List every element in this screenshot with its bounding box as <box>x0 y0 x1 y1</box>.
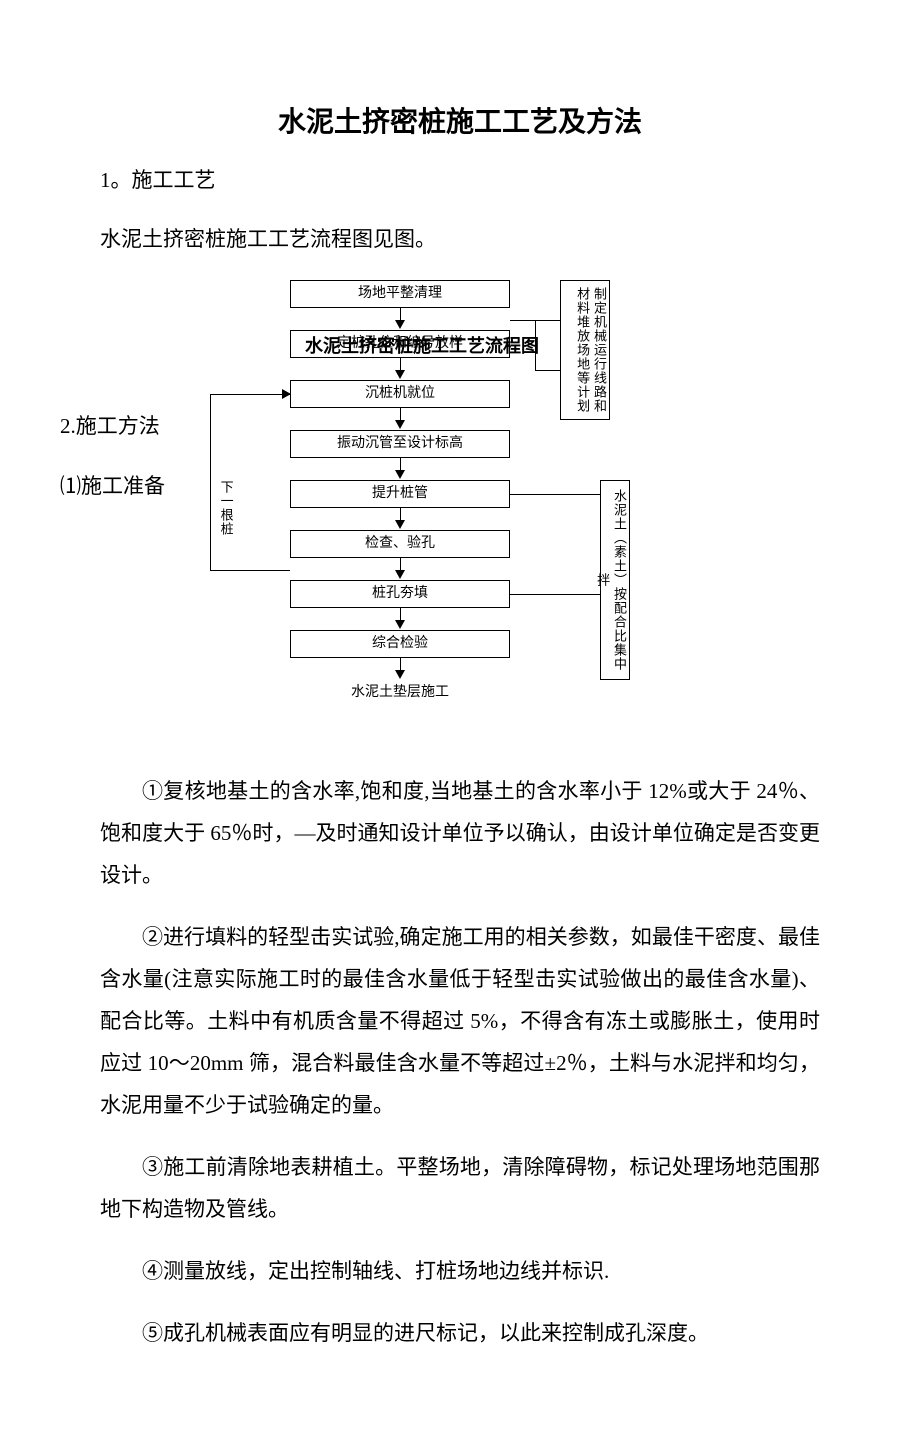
flow-side-plan-box: 制定机械运行线路和 材料堆放场地等计划 <box>560 280 610 420</box>
flow-step-5: 提升桩管 <box>290 480 510 508</box>
flowchart: 场地平整清理 定桩孔位和编号放样 沉桩机就位 振动沉管至设计标高 提升桩管 检查… <box>100 280 820 760</box>
arrow-icon <box>282 389 291 399</box>
flow-connector <box>210 570 290 571</box>
paragraph-5: ⑤成孔机械表面应有明显的进尺标记，以此来控制成孔深度。 <box>100 1312 820 1354</box>
section-2-heading: 2.施工方法 <box>60 410 160 440</box>
section-1-intro: 水泥土挤密桩施工工艺流程图见图。 <box>100 218 820 260</box>
arrow-icon <box>395 420 405 429</box>
flow-step-9: 水泥土垫层施工 <box>290 680 510 706</box>
flow-connector <box>510 494 600 495</box>
arrow-icon <box>395 620 405 629</box>
paragraph-2: ②进行填料的轻型击实试验,确定施工用的相关参数，如最佳干密度、最佳含水量(注意实… <box>100 916 820 1126</box>
flow-step-3: 沉桩机就位 <box>290 380 510 408</box>
flow-loop-label: 下一根桩 <box>218 480 234 536</box>
flowchart-caption: 水泥土挤密桩施工工艺流程图 <box>305 332 539 358</box>
paragraph-4: ④测量放线，定出控制轴线、打桩场地边线并标识. <box>100 1250 820 1292</box>
flow-connector <box>210 394 211 570</box>
arrow-icon <box>395 470 405 479</box>
section-1-heading: 1。施工工艺 <box>100 164 820 194</box>
arrow-icon <box>395 320 405 329</box>
arrow-icon <box>395 370 405 379</box>
paragraph-1: ①复核地基土的含水率,饱和度,当地基土的含水率小于 12%或大于 24％、饱和度… <box>100 770 820 896</box>
arrow-icon <box>395 670 405 679</box>
paragraph-3: ③施工前清除地表耕植土。平整场地，清除障碍物，标记处理场地范围那地下构造物及管线… <box>100 1146 820 1230</box>
document-page: 水泥土挤密桩施工工艺及方法 1。施工工艺 水泥土挤密桩施工工艺流程图见图。 场地… <box>0 0 920 1434</box>
flow-connector <box>535 370 560 371</box>
flow-step-7: 桩孔夯填 <box>290 580 510 608</box>
flow-step-1: 场地平整清理 <box>290 280 510 308</box>
flow-step-6: 检查、验孔 <box>290 530 510 558</box>
section-2-sub1: ⑴施工准备 <box>60 470 165 500</box>
flow-step-4: 振动沉管至设计标高 <box>290 430 510 458</box>
arrow-icon <box>395 570 405 579</box>
flow-mix-box: 水泥土（素土）按配合比集中拌 <box>600 480 630 680</box>
arrow-icon <box>395 520 405 529</box>
flow-connector <box>210 394 290 395</box>
flow-side-right-label: 制定机械运行线路和 <box>592 287 607 413</box>
document-title: 水泥土挤密桩施工工艺及方法 <box>100 100 820 140</box>
flow-step-8: 综合检验 <box>290 630 510 658</box>
flow-connector <box>510 594 600 595</box>
flow-side-left-label: 材料堆放场地等计划 <box>575 287 590 413</box>
